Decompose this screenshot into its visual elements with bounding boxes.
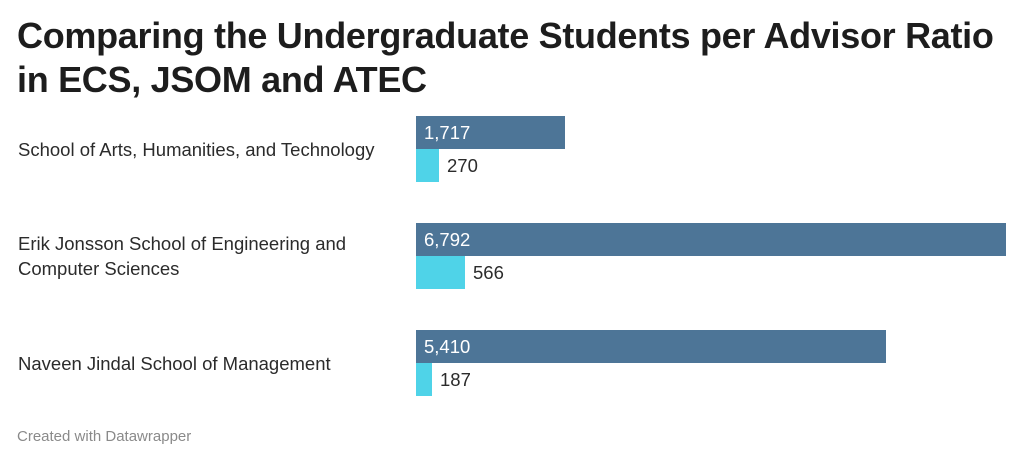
bar-series-2 [416, 256, 465, 289]
value-label: 6,792 [424, 229, 471, 250]
bar-series-2 [416, 363, 432, 396]
bar-series-2 [416, 149, 439, 182]
value-label: 1,717 [424, 122, 471, 143]
value-label: 187 [440, 369, 471, 390]
value-label: 270 [447, 155, 478, 176]
bar-series-1 [416, 116, 565, 149]
category-label: Naveen Jindal School of Management [18, 352, 331, 374]
value-label: 5,410 [424, 336, 471, 357]
category-label: School of Arts, Humanities, and Technolo… [18, 138, 375, 160]
footer-credit: Created with Datawrapper [17, 428, 192, 445]
bar-series-1 [416, 223, 1006, 256]
bar-series-1 [416, 330, 886, 363]
value-label: 566 [473, 262, 504, 283]
category-label: Erik Jonsson School of Engineering and C… [18, 233, 347, 279]
bar-chart: School of Arts, Humanities, and Technolo… [0, 110, 1024, 410]
chart-title: Comparing the Undergraduate Students per… [17, 15, 994, 100]
